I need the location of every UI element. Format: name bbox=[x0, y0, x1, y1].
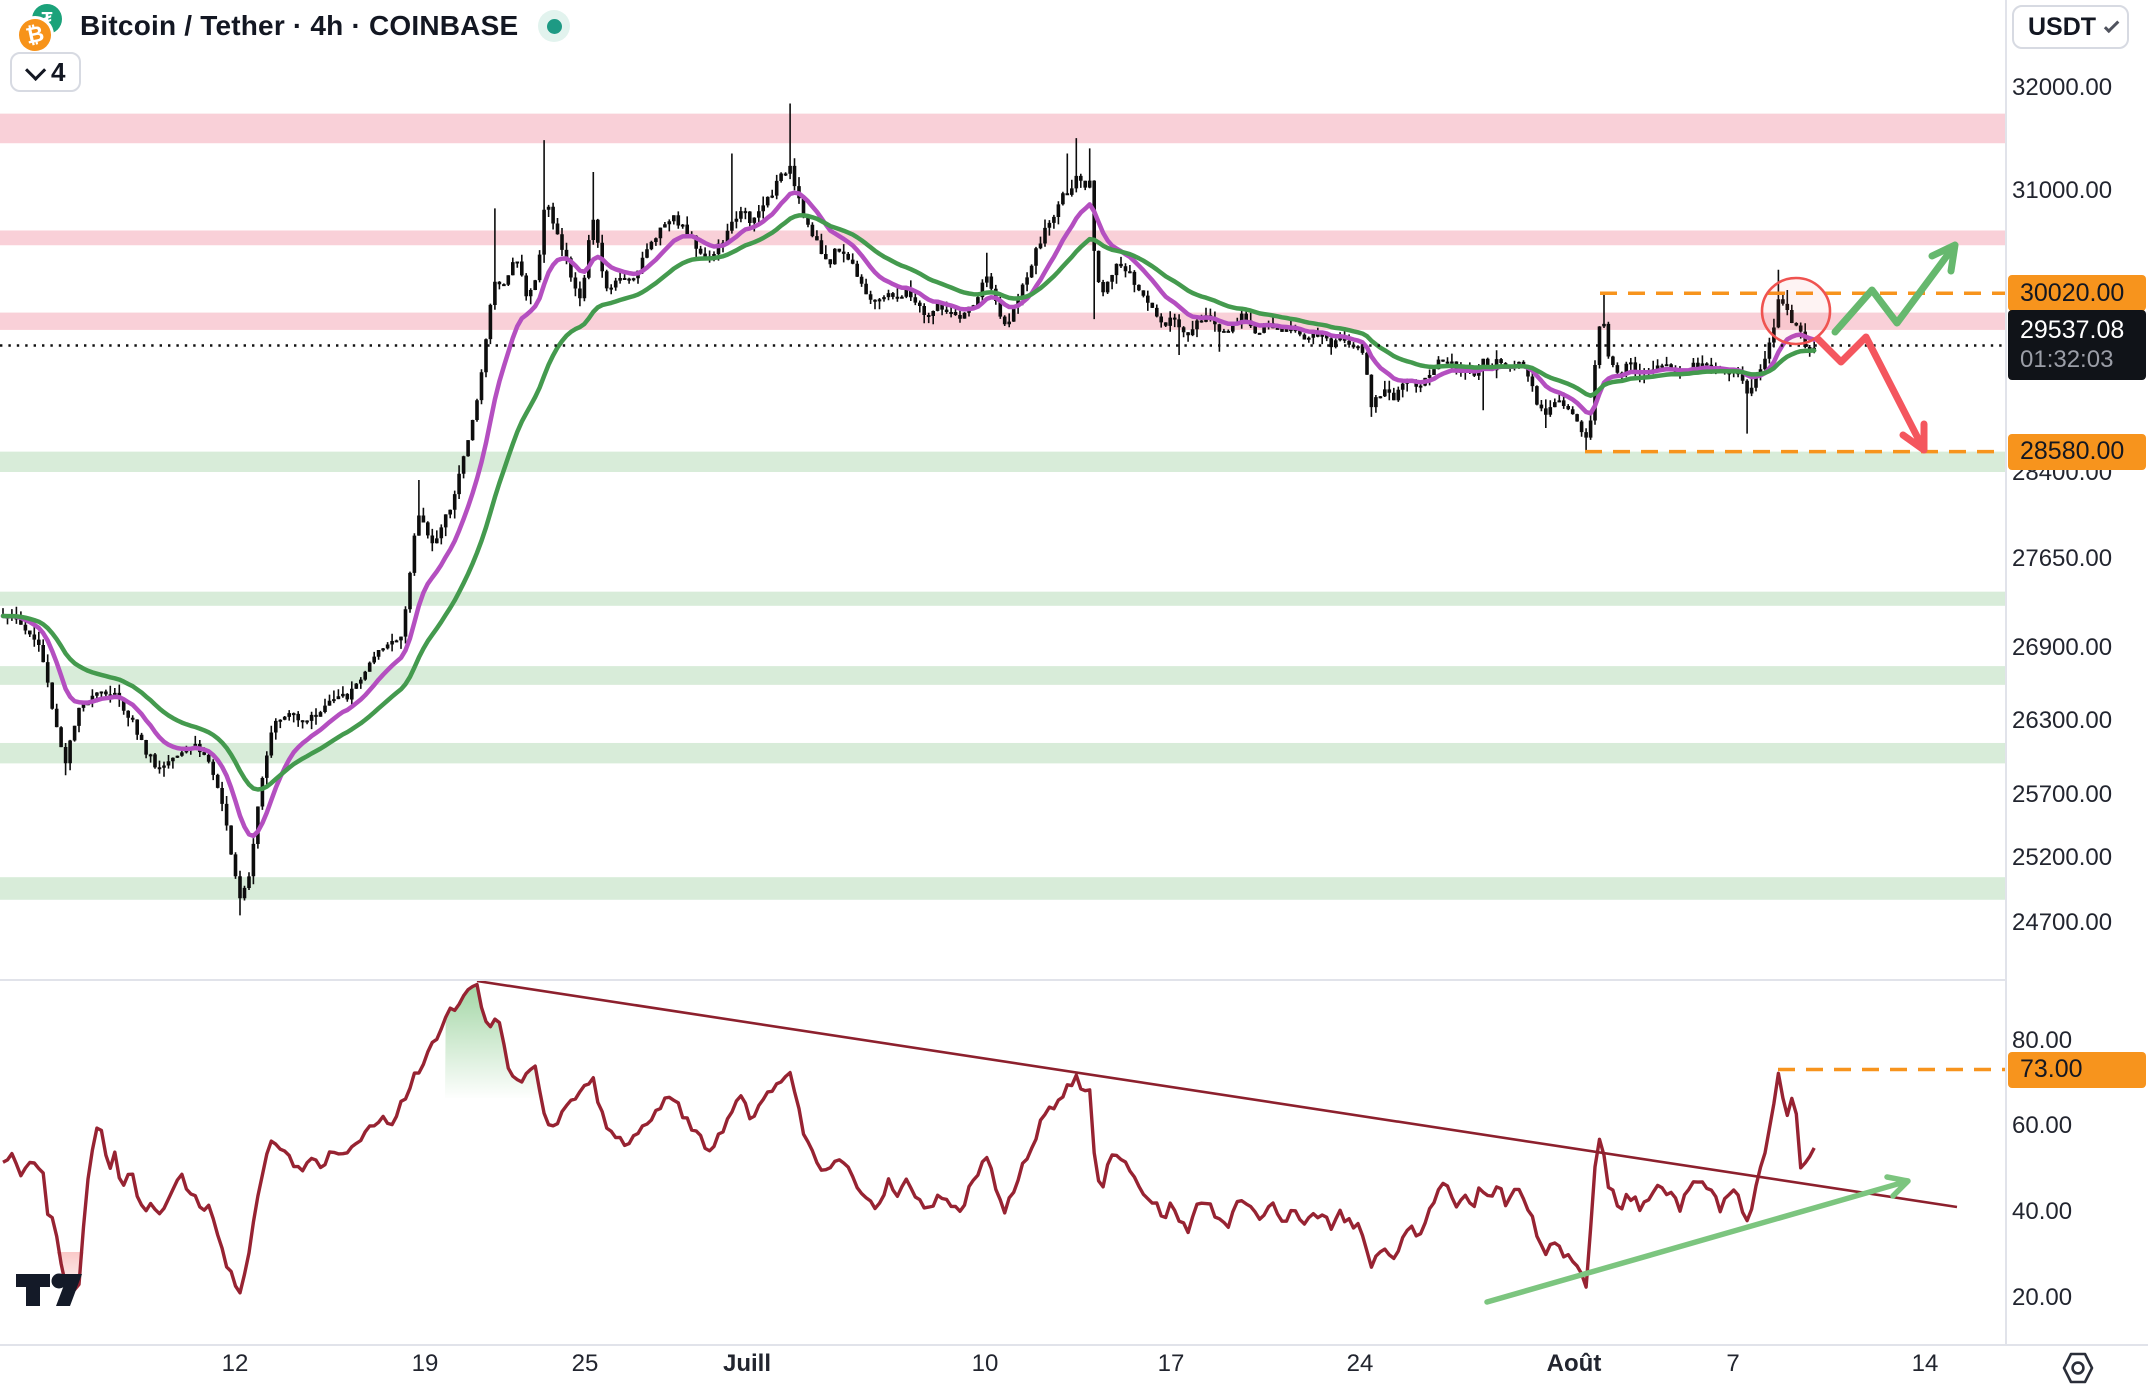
resistance-zone bbox=[0, 230, 2006, 246]
bar-countdown: 01:32:03 bbox=[2020, 346, 2114, 374]
symbol-title[interactable]: Bitcoin / Tether · 4h · COINBASE bbox=[80, 10, 519, 41]
symbol-pair-icon: ₮ ₿ bbox=[12, 4, 66, 58]
time-tick: 24 bbox=[1346, 1350, 1374, 1377]
support-price-label: 28580.00 bbox=[2008, 433, 2146, 470]
price-axis-background bbox=[2006, 0, 2148, 1345]
price-tick: 25700.00 bbox=[2012, 780, 2113, 808]
time-tick: 12 bbox=[221, 1350, 249, 1377]
support-zone bbox=[0, 451, 2006, 472]
rsi-tick: 40.00 bbox=[2012, 1198, 2073, 1225]
rsi-tick: 20.00 bbox=[2012, 1283, 2073, 1311]
chevron-down-icon bbox=[2103, 17, 2120, 33]
price-tick: 32000.00 bbox=[2012, 74, 2113, 102]
time-tick: 25 bbox=[571, 1350, 599, 1377]
bullish-scenario-arrow[interactable] bbox=[1831, 241, 1959, 336]
time-tick: Juill bbox=[722, 1350, 772, 1377]
price-tick: 26900.00 bbox=[2012, 633, 2113, 661]
time-tick: 19 bbox=[411, 1350, 439, 1377]
interval-label: 4 bbox=[51, 56, 66, 87]
time-tick: 14 bbox=[1911, 1350, 1939, 1377]
support-zone bbox=[0, 877, 2006, 900]
chevron-down-icon bbox=[25, 59, 47, 81]
time-tick: 10 bbox=[971, 1350, 999, 1377]
rsi-tick: 80.00 bbox=[2012, 1026, 2073, 1054]
interval-button[interactable]: 4 bbox=[10, 52, 82, 92]
rsi-oversold-fill bbox=[46, 1252, 96, 1294]
resistance-zone bbox=[0, 113, 2006, 144]
support-zone bbox=[0, 591, 2006, 606]
tradingview-logo[interactable] bbox=[14, 1268, 104, 1318]
resistance-price-label: 30020.00 bbox=[2008, 275, 2146, 312]
time-tick: 7 bbox=[1726, 1350, 1740, 1377]
candle-bodies bbox=[1, 165, 1817, 899]
rsi-downtrend-line[interactable] bbox=[476, 979, 1958, 1209]
market-open-indicator[interactable] bbox=[538, 10, 571, 42]
price-tick: 24700.00 bbox=[2012, 908, 2113, 936]
bearish-scenario-arrow[interactable] bbox=[1814, 333, 1928, 454]
current-price-label: 29537.08 01:32:03 bbox=[2008, 310, 2146, 381]
price-tick: 25200.00 bbox=[2012, 844, 2113, 872]
currency-label: USDT bbox=[2028, 12, 2097, 41]
current-price-value: 29537.08 bbox=[2020, 316, 2125, 345]
support-zone bbox=[0, 666, 2006, 685]
time-tick: 17 bbox=[1157, 1350, 1185, 1377]
settings-gear-icon[interactable] bbox=[2058, 1348, 2098, 1386]
slow-ema-line bbox=[0, 213, 1817, 792]
rsi-peak-label: 73.00 bbox=[2008, 1051, 2146, 1088]
fast-ema-line bbox=[0, 190, 1817, 839]
time-tick: Août bbox=[1546, 1350, 1602, 1377]
rsi-uptrend-arrow[interactable] bbox=[1484, 1174, 1911, 1305]
rsi-tick: 60.00 bbox=[2012, 1112, 2073, 1140]
currency-dropdown[interactable]: USDT bbox=[2012, 5, 2129, 49]
price-tick: 27650.00 bbox=[2012, 545, 2113, 573]
price-tick: 31000.00 bbox=[2012, 176, 2113, 204]
support-zone bbox=[0, 742, 2006, 764]
rsi-line bbox=[2, 982, 1816, 1296]
price-tick: 26300.00 bbox=[2012, 706, 2113, 734]
breakout-circle[interactable] bbox=[1760, 276, 1832, 346]
chart-header: ₮ ₿ Bitcoin / Tether · 4h · COINBASE bbox=[12, 4, 571, 58]
